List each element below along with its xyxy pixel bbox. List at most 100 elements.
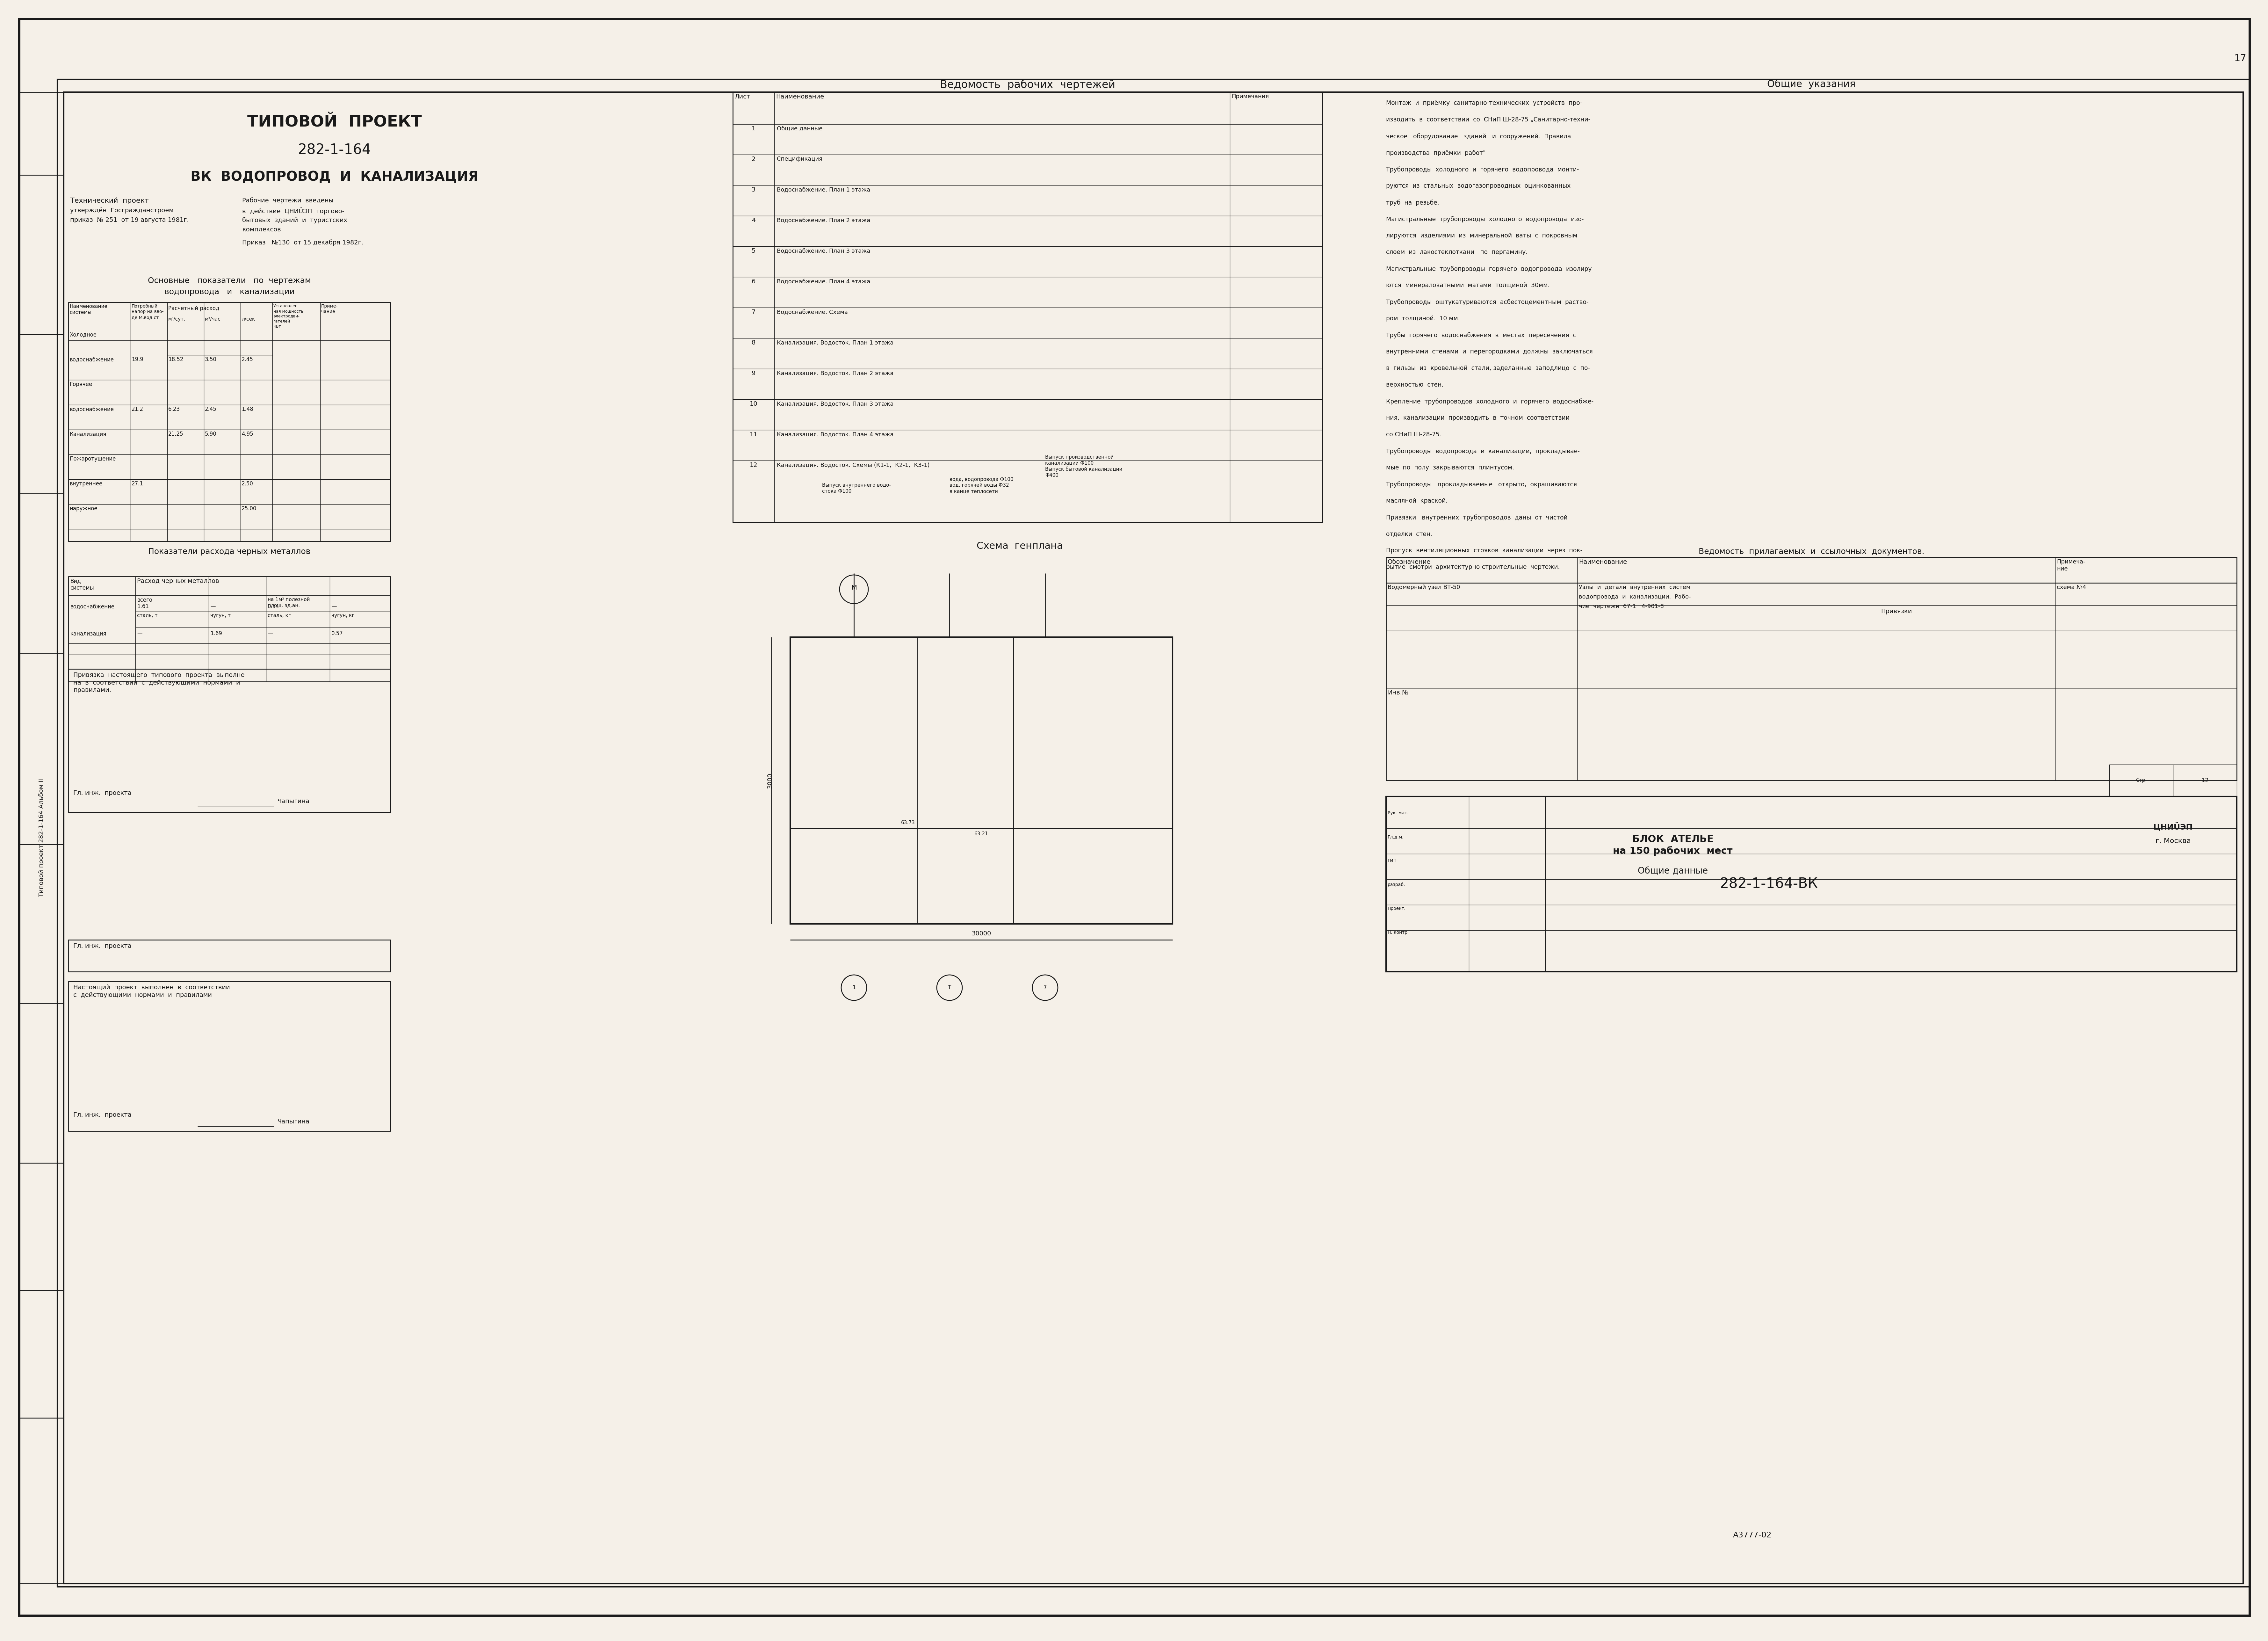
- Text: вода, водопровода Ф100
вод. горячей воды Ф32
в канце теплосети: вода, водопровода Ф100 вод. горячей воды…: [950, 478, 1014, 494]
- Text: 3.50: 3.50: [204, 356, 218, 363]
- Text: ГИП: ГИП: [1388, 858, 1397, 863]
- Text: лируются  изделиями  из  минеральной  ваты  с  покровным: лируются изделиями из минеральной ваты с…: [1386, 233, 1576, 238]
- Text: приказ  № 251  от 19 августа 1981г.: приказ № 251 от 19 августа 1981г.: [70, 217, 188, 223]
- Text: наружное: наружное: [70, 505, 98, 512]
- Text: Наименование: Наименование: [776, 94, 823, 100]
- Text: 12: 12: [2202, 778, 2209, 783]
- Text: ются  минераловатными  матами  толщиной  30мм.: ются минераловатными матами толщиной 30м…: [1386, 282, 1549, 289]
- Text: Горячее: Горячее: [70, 381, 93, 387]
- Text: площ. зд.ан.: площ. зд.ан.: [268, 602, 299, 607]
- Text: канализация: канализация: [70, 630, 107, 637]
- Text: 21.25: 21.25: [168, 432, 184, 437]
- Text: л/сек: л/сек: [240, 317, 254, 322]
- Text: Расход черных металлов: Расход черных металлов: [136, 578, 220, 584]
- Text: Канализация. Водосток. План 3 этажа: Канализация. Водосток. План 3 этажа: [778, 400, 894, 407]
- Text: Расчетный расход: Расчетный расход: [168, 305, 220, 312]
- Text: Выпуск внутреннего водо-
стока Ф100: Выпуск внутреннего водо- стока Ф100: [821, 482, 891, 494]
- Text: Канализация. Водосток. План 2 этажа: Канализация. Водосток. План 2 этажа: [778, 371, 894, 376]
- Text: г. Москва: г. Москва: [2155, 839, 2191, 843]
- Text: м³/сут.: м³/сут.: [168, 317, 186, 322]
- Text: 11: 11: [751, 432, 758, 438]
- Text: со СНиП Ш-28-75.: со СНиП Ш-28-75.: [1386, 432, 1442, 438]
- Text: Установлен-
ная мощность
электродви-
гателей
КВт: Установлен- ная мощность электродви- гат…: [274, 304, 304, 328]
- Text: чугун, т: чугун, т: [211, 614, 231, 619]
- Text: ВК  ВОДОПРОВОД  И  КАНАЛИЗАЦИЯ: ВК ВОДОПРОВОД И КАНАЛИЗАЦИЯ: [191, 171, 479, 184]
- Text: —: —: [268, 630, 272, 637]
- Text: Водоснабжение. План 4 этажа: Водоснабжение. План 4 этажа: [778, 279, 871, 284]
- Text: 30000: 30000: [971, 930, 991, 937]
- Text: Схема  генплана: Схема генплана: [978, 542, 1064, 551]
- Text: водоснабжение: водоснабжение: [70, 356, 113, 363]
- Text: внутренними  стенами  и  перегородками  должны  заключаться: внутренними стенами и перегородками долж…: [1386, 348, 1592, 354]
- Text: 4: 4: [751, 217, 755, 223]
- Text: 3: 3: [751, 187, 755, 192]
- Text: ЦНИÜЭП: ЦНИÜЭП: [2152, 822, 2193, 830]
- Text: Холодное: Холодное: [70, 331, 98, 338]
- Bar: [1386, 796, 2236, 971]
- Text: Проект.: Проект.: [1388, 906, 1406, 911]
- Text: в  гильзы  из  кровельной  стали, заделанные  заподлицо  с  по-: в гильзы из кровельной стали, заделанные…: [1386, 366, 1590, 371]
- Text: утверждён  Госгражданстроем: утверждён Госгражданстроем: [70, 207, 175, 213]
- Text: Канализация: Канализация: [70, 432, 107, 437]
- Text: 2.45: 2.45: [240, 356, 254, 363]
- Text: 10: 10: [751, 400, 758, 407]
- Text: водопровода  и  канализации.  Рабо-: водопровода и канализации. Рабо-: [1579, 594, 1692, 601]
- Text: ТИПОВОЙ  ПРОЕКТ: ТИПОВОЙ ПРОЕКТ: [247, 115, 422, 130]
- Text: 4.95: 4.95: [240, 432, 254, 437]
- Text: изводить  в  соответствии  со  СНиП Ш-28-75 „Санитарно-техни-: изводить в соответствии со СНиП Ш-28-75 …: [1386, 117, 1590, 123]
- Bar: [733, 92, 1322, 522]
- Text: 6: 6: [751, 279, 755, 284]
- Bar: [2109, 765, 2236, 796]
- Text: Водоснабжение. План 3 этажа: Водоснабжение. План 3 этажа: [778, 248, 871, 254]
- Text: Пропуск  вентиляционных  стояков  канализации  через  пок-: Пропуск вентиляционных стояков канализац…: [1386, 548, 1583, 553]
- Text: сталь, кг: сталь, кг: [268, 614, 290, 619]
- Text: М: М: [850, 584, 857, 591]
- Text: 0.57: 0.57: [331, 630, 342, 637]
- Text: м³/час: м³/час: [204, 317, 220, 322]
- Bar: [68, 940, 390, 971]
- Text: А3777-02: А3777-02: [1733, 1531, 1771, 1539]
- Text: Канализация. Водосток. Схемы (К1-1,  К2-1,  К3-1): Канализация. Водосток. Схемы (К1-1, К2-1…: [778, 463, 930, 468]
- Text: в  действие  ЦНИÜЭП  торгово-: в действие ЦНИÜЭП торгово-: [243, 207, 345, 215]
- Text: Примечания: Примечания: [1232, 94, 1268, 100]
- Text: —: —: [211, 604, 215, 609]
- Text: Основные   показатели   по  чертежам: Основные показатели по чертежам: [147, 277, 311, 284]
- Text: сталь, т: сталь, т: [136, 614, 156, 619]
- Text: Приказ   №130  от 15 декабря 1982г.: Приказ №130 от 15 декабря 1982г.: [243, 240, 363, 246]
- Text: масляной  краской.: масляной краской.: [1386, 497, 1447, 504]
- Text: T: T: [948, 985, 950, 991]
- Text: ния,  канализации  производить  в  точном  соответствии: ния, канализации производить в точном со…: [1386, 415, 1569, 422]
- Text: 17: 17: [2234, 54, 2245, 62]
- Text: Трубопроводы  водопровода  и  канализации,  прокладывае-: Трубопроводы водопровода и канализации, …: [1386, 448, 1581, 455]
- Text: Водоснабжение. Схема: Водоснабжение. Схема: [778, 309, 848, 315]
- Text: бытовых  зданий  и  туристских: бытовых зданий и туристских: [243, 217, 347, 223]
- Text: чие  чертежи  67-1   4-901-8: чие чертежи 67-1 4-901-8: [1579, 604, 1665, 609]
- Text: 5.90: 5.90: [204, 432, 215, 437]
- Text: ческое   оборудование   зданий   и  сооружений.  Правила: ческое оборудование зданий и сооружений.…: [1386, 133, 1572, 139]
- Text: ром  толщиной.  10 мм.: ром толщиной. 10 мм.: [1386, 315, 1461, 322]
- Text: Н. контр.: Н. контр.: [1388, 930, 1408, 935]
- Bar: [1386, 606, 2236, 688]
- Text: верхностью  стен.: верхностью стен.: [1386, 382, 1442, 387]
- Text: Технический  проект: Технический проект: [70, 197, 150, 203]
- Text: Монтаж  и  приёмку  санитарно-технических  устройств  про-: Монтаж и приёмку санитарно-технических у…: [1386, 100, 1583, 107]
- Text: 2.50: 2.50: [240, 481, 254, 487]
- Text: Примеча-
ние: Примеча- ние: [2057, 560, 2084, 571]
- Text: на 1м² полезной: на 1м² полезной: [268, 597, 311, 602]
- Text: 1: 1: [751, 126, 755, 131]
- Text: слоем  из  лакостеклоткани   по  пергамину.: слоем из лакостеклоткани по пергамину.: [1386, 249, 1529, 256]
- Text: Общие данные: Общие данные: [1637, 866, 1708, 876]
- Text: труб  на  резьбе.: труб на резьбе.: [1386, 200, 1440, 205]
- Text: БЛОК  АТЕЛЬЕ
на 150 рабочих  мест: БЛОК АТЕЛЬЕ на 150 рабочих мест: [1613, 835, 1733, 857]
- Text: чугун, кг: чугун, кг: [331, 614, 354, 619]
- Text: 6.23: 6.23: [168, 407, 179, 412]
- Text: 0.54: 0.54: [268, 604, 279, 609]
- Text: Наименование: Наименование: [1579, 560, 1626, 565]
- Bar: [68, 576, 390, 681]
- Text: Лист: Лист: [735, 94, 751, 100]
- Text: Рабочие  чертежи  введены: Рабочие чертежи введены: [243, 197, 333, 203]
- Text: Водоснабжение. План 2 этажа: Водоснабжение. План 2 этажа: [778, 217, 871, 223]
- Text: Магистральные  трубопроводы  горячего  водопровода  изолиру-: Магистральные трубопроводы горячего водо…: [1386, 266, 1594, 272]
- Text: Выпуск производственной
канализации Ф100
Выпуск бытовой канализации
Ф400: Выпуск производственной канализации Ф100…: [1046, 455, 1123, 478]
- Text: Показатели расхода черных металлов: Показатели расхода черных металлов: [147, 548, 311, 556]
